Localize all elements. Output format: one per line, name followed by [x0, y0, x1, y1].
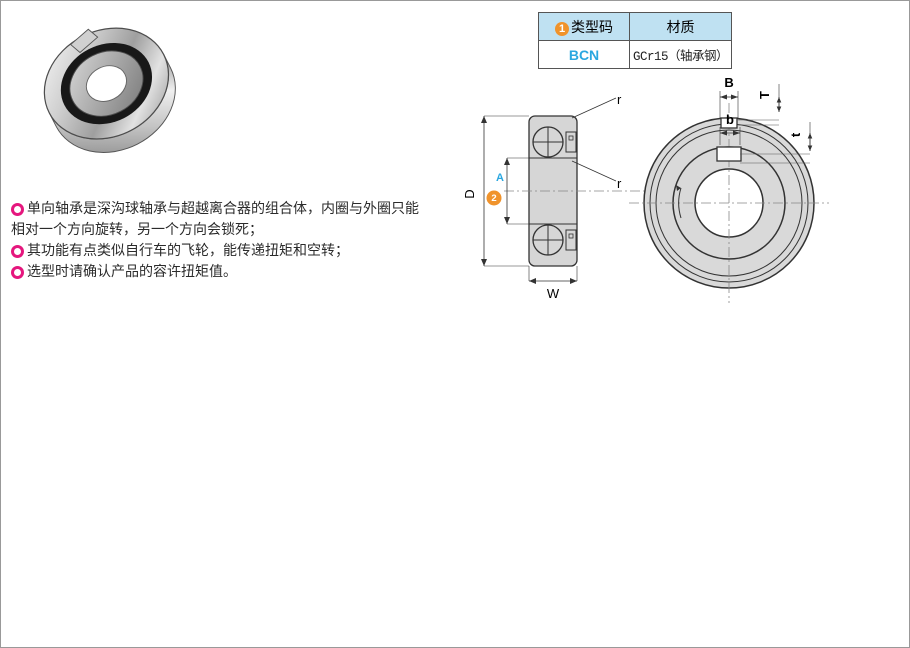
svg-text:b: b	[726, 112, 734, 127]
svg-text:r: r	[617, 96, 622, 107]
svg-text:A: A	[496, 172, 504, 184]
svg-text:T: T	[757, 91, 772, 99]
svg-text:D: D	[462, 189, 477, 198]
svg-text:t: t	[788, 132, 803, 137]
svg-text:W: W	[547, 286, 560, 301]
svg-text:B: B	[724, 76, 733, 90]
svg-text:r: r	[617, 176, 622, 191]
svg-text:2: 2	[491, 193, 496, 204]
